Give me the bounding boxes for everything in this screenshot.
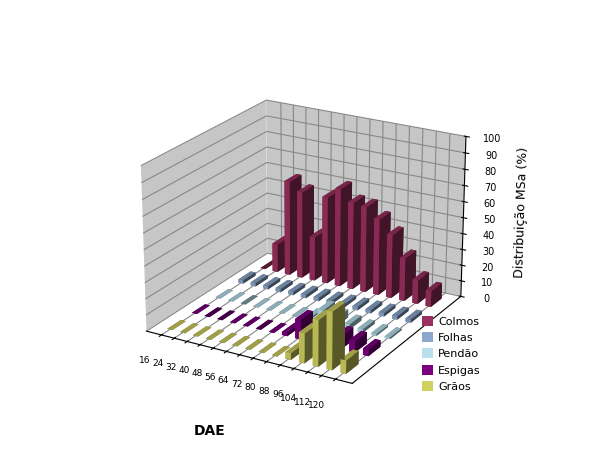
X-axis label: DAE: DAE bbox=[194, 423, 226, 438]
Legend: Colmos, Folhas, Pendão, Espigas, Grãos: Colmos, Folhas, Pendão, Espigas, Grãos bbox=[417, 312, 485, 396]
